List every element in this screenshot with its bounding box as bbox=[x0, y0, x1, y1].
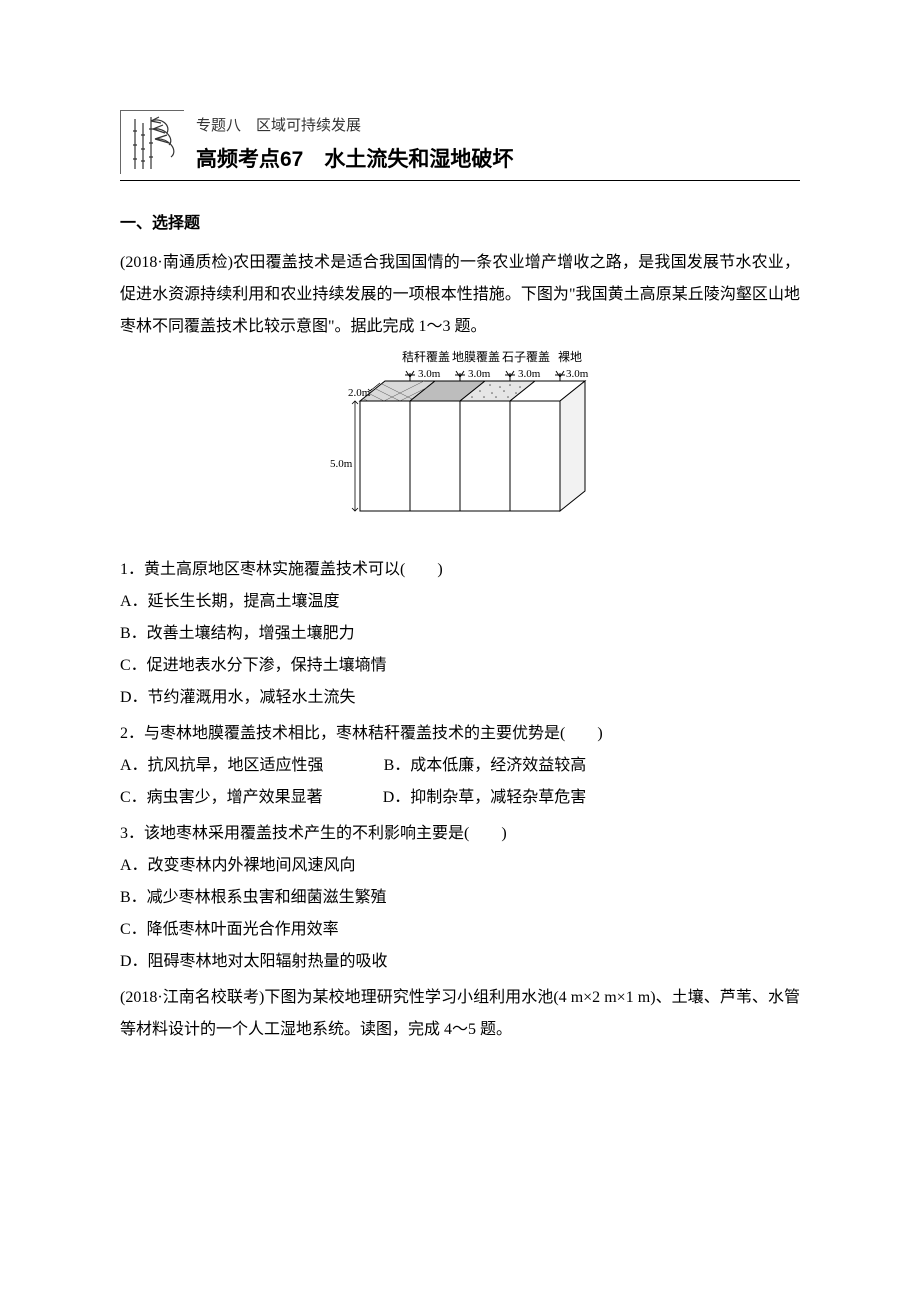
bamboo-icon bbox=[120, 110, 184, 174]
header-rule bbox=[120, 180, 800, 181]
dim-left: 2.0m bbox=[348, 387, 371, 399]
fig-label-1: 秸秆覆盖 bbox=[402, 350, 450, 364]
page-header: 专题八 区域可持续发展 高频考点67 水土流失和湿地破坏 bbox=[120, 110, 800, 174]
figure-1: 秸秆覆盖 地膜覆盖 石子覆盖 裸地 bbox=[120, 349, 800, 544]
q1-opt-b: B．改善土壤结构，增强土壤肥力 bbox=[120, 618, 800, 650]
q3-opt-d: D．阻碍枣林地对太阳辐射热量的吸收 bbox=[120, 946, 800, 978]
diagram-1: 秸秆覆盖 地膜覆盖 石子覆盖 裸地 bbox=[310, 349, 610, 544]
dim-top-4: 3.0m bbox=[566, 368, 589, 380]
dim-depth: 5.0m bbox=[330, 458, 353, 470]
q2-opt-c: C．病虫害少，增产效果显著 bbox=[120, 782, 323, 814]
section-heading: 一、选择题 bbox=[120, 209, 800, 233]
q2-row-ab: A．抗风抗旱，地区适应性强 B．成本低廉，经济效益较高 bbox=[120, 750, 800, 782]
q2-opt-a: A．抗风抗旱，地区适应性强 bbox=[120, 750, 324, 782]
passage-1: (2018·南通质检)农田覆盖技术是适合我国国情的一条农业增产增收之路，是我国发… bbox=[120, 247, 800, 343]
fig-label-4: 裸地 bbox=[558, 349, 582, 364]
q3-opt-c: C．降低枣林叶面光合作用效率 bbox=[120, 914, 800, 946]
q3-opt-a: A．改变枣林内外裸地间风速风向 bbox=[120, 850, 800, 882]
q3-opt-b: B．减少枣林根系虫害和细菌滋生繁殖 bbox=[120, 882, 800, 914]
header-text: 专题八 区域可持续发展 高频考点67 水土流失和湿地破坏 bbox=[196, 110, 800, 173]
q1-opt-d: D．节约灌溉用水，减轻水土流失 bbox=[120, 682, 800, 714]
dim-top-2: 3.0m bbox=[468, 368, 491, 380]
dim-top-3: 3.0m bbox=[518, 368, 541, 380]
dim-top-1: 3.0m bbox=[418, 368, 441, 380]
topic-line: 专题八 区域可持续发展 bbox=[196, 114, 800, 135]
main-title: 高频考点67 水土流失和湿地破坏 bbox=[196, 143, 800, 173]
q2-stem: 2．与枣林地膜覆盖技术相比，枣林秸秆覆盖技术的主要优势是( ) bbox=[120, 718, 800, 750]
q1-stem: 1．黄土高原地区枣林实施覆盖技术可以( ) bbox=[120, 554, 800, 586]
fig-label-3: 石子覆盖 bbox=[502, 350, 550, 364]
passage-2: (2018·江南名校联考)下图为某校地理研究性学习小组利用水池(4 m×2 m×… bbox=[120, 982, 800, 1046]
fig-label-2: 地膜覆盖 bbox=[452, 350, 500, 364]
q2-row-cd: C．病虫害少，增产效果显著 D．抑制杂草，减轻杂草危害 bbox=[120, 782, 800, 814]
q1-opt-a: A．延长生长期，提高土壤温度 bbox=[120, 586, 800, 618]
q2-opt-d: D．抑制杂草，减轻杂草危害 bbox=[383, 782, 587, 814]
q2-opt-b: B．成本低廉，经济效益较高 bbox=[384, 750, 587, 782]
q1-opt-c: C．促进地表水分下渗，保持土壤墒情 bbox=[120, 650, 800, 682]
q3-stem: 3．该地枣林采用覆盖技术产生的不利影响主要是( ) bbox=[120, 818, 800, 850]
side-face bbox=[560, 381, 585, 511]
